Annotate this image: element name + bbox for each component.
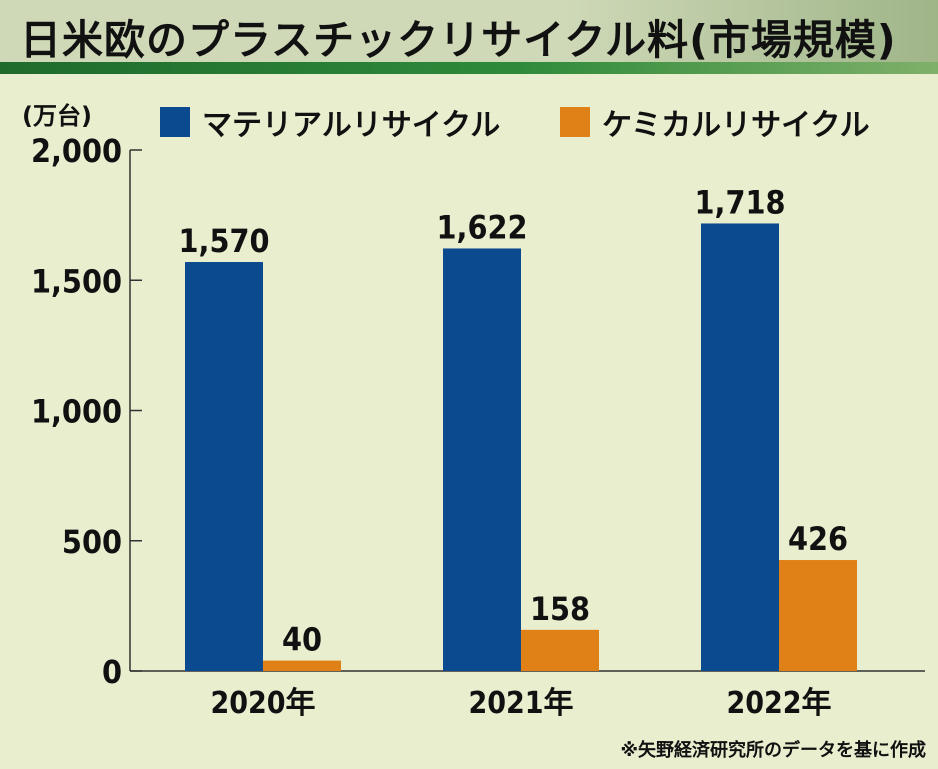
bar-chemical [263,660,341,671]
data-label: 40 [282,621,322,659]
bar-chemical [779,560,857,671]
y-tick-label: 500 [62,523,122,561]
data-label: 158 [530,590,590,628]
legend-swatch-material [160,107,190,137]
y-tick-label: 2,000 [31,132,122,170]
chart-title: 日米欧のプラスチックリサイクル料(市場規模) [20,16,897,64]
data-label: 426 [788,520,848,558]
legend-label-material: マテリアルリサイクル [202,108,501,143]
legend-item-material: マテリアルリサイクル [160,100,500,144]
x-category-label: 2020年 [210,686,315,721]
y-axis-unit: (万台) [22,102,92,130]
y-tick-label: 1,500 [31,262,122,300]
data-label: 1,570 [178,222,269,260]
bar-material [701,223,779,671]
legend-label-chemical: ケミカルリサイクル [602,108,870,143]
source-note: ※矢野経済研究所のデータを基に作成 [620,740,927,761]
legend-item-chemical: ケミカルリサイクル [560,100,870,144]
legend-swatch-chemical [560,107,590,137]
x-category-label: 2022年 [726,686,831,721]
y-tick-label: 1,000 [31,393,122,431]
bar-material [443,248,521,671]
bar-material [185,262,263,671]
title-band [0,0,938,74]
title-stripe [0,62,938,74]
x-category-label: 2021年 [468,686,573,721]
bar-chemical [521,629,599,671]
data-label: 1,622 [436,208,527,246]
data-label: 1,718 [694,183,785,221]
y-tick-label: 0 [102,653,122,691]
